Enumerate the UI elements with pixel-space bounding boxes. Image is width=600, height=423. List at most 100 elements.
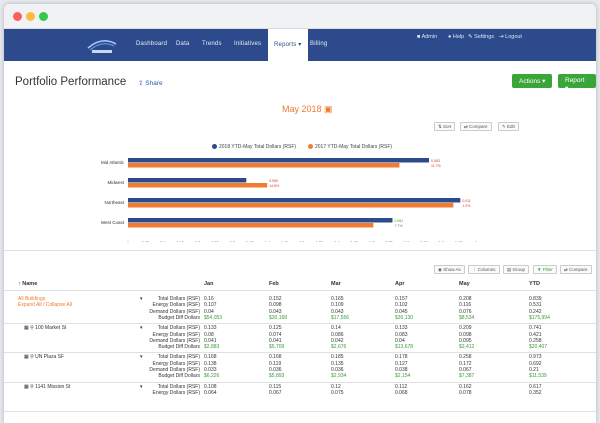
eye-icon: ◉ (438, 267, 444, 272)
table-columns-button[interactable]: ⋮ Columns (468, 265, 500, 274)
data-label: 14.8% (269, 184, 279, 188)
tick-label: 1 (475, 240, 478, 242)
report-button[interactable]: Report ▾ (558, 74, 596, 92)
bar-2017 (128, 223, 374, 228)
table-group-button[interactable]: ▤ Group (503, 265, 530, 274)
calendar-icon: ▣ (324, 104, 333, 114)
row-name-label: UN Plaza SF (35, 354, 65, 361)
actions-button[interactable]: Actions ▾ (512, 74, 553, 88)
nav-data[interactable]: Data (176, 41, 190, 47)
table-cell: 0.165 (331, 296, 344, 302)
category-label: Midwest (107, 180, 124, 185)
page-title: Portfolio Performance (15, 76, 127, 88)
building-icon: ▦ ⚲ (24, 383, 36, 390)
nav-initiatives[interactable]: Initiatives (234, 41, 262, 47)
bar-2018 (128, 198, 461, 203)
actions-label: Actions (519, 78, 541, 85)
table-filter-button[interactable]: ▼ Filter (533, 265, 557, 274)
logout-link[interactable]: ⇥ Logout (499, 34, 522, 40)
legend-2017[interactable]: 2017 YTD-May Total Dollars (RSF) (308, 144, 392, 150)
table-cell: 0.185 (331, 354, 344, 361)
edit-label: Edit (507, 124, 515, 129)
admin-label: Admin (421, 34, 438, 40)
table-cell: 0.617 (529, 383, 542, 390)
table-cell: 0.172 (459, 360, 472, 367)
row-name-label: 100 Market St (35, 325, 67, 332)
column-header-apr[interactable]: Apr (395, 281, 405, 287)
column-header-may[interactable]: May (459, 281, 470, 287)
table-cell: $30,168 (269, 314, 288, 321)
table-cell: 0.133 (395, 325, 408, 332)
table-cell: 0.033 (204, 367, 217, 373)
filter-icon: ▼ (537, 267, 543, 272)
table-cell: $7,387 (459, 373, 475, 380)
expand-chevron-icon[interactable]: ▾ (140, 325, 143, 332)
admin-link[interactable]: ■ Admin (417, 34, 437, 40)
column-header-jan[interactable]: Jan (204, 281, 214, 287)
metric-label: Total Dollars (RSF) (157, 296, 200, 302)
table-cell: 0.741 (529, 325, 542, 332)
close-dot[interactable] (13, 12, 22, 21)
table-cell: 0.083 (395, 331, 408, 338)
table-cell: 0.076 (459, 308, 472, 315)
nav-reports[interactable]: Reports ▾ (268, 29, 308, 61)
table-cell: 0.692 (529, 360, 542, 367)
table-cell: $8,534 (459, 314, 475, 321)
table-cell: 0.168 (204, 354, 217, 361)
maximize-dot[interactable] (39, 12, 48, 21)
table-cell: $2,154 (395, 373, 411, 380)
table-cell: $20,407 (529, 344, 548, 351)
report-label: Report (565, 77, 585, 84)
expand-chevron-icon[interactable]: ▾ (140, 383, 143, 390)
top-navbar: Dashboard Data Trends Initiatives Report… (4, 29, 596, 61)
sort-button[interactable]: ⇅ Sort (434, 122, 456, 131)
nav-dashboard[interactable]: Dashboard (136, 41, 168, 47)
nav-billing[interactable]: Billing (310, 41, 328, 47)
table-cell: $2,883 (204, 344, 220, 351)
tick-label: 0.85 (420, 240, 429, 242)
row-name-label: 1141 Mission St (35, 383, 71, 390)
column-header-mar[interactable]: Mar (331, 281, 341, 287)
bar-2018 (128, 218, 393, 223)
table-cell: 0.036 (331, 367, 344, 373)
bar-2018 (128, 158, 430, 163)
row-name[interactable]: ▦ ⚲ UN Plaza SF (24, 354, 64, 360)
row-name[interactable]: All Buildings (18, 296, 46, 302)
nav-trends[interactable]: Trends (202, 41, 222, 47)
table-compare-button[interactable]: ⇄ Compare (560, 265, 592, 274)
table-show-as-button[interactable]: ◉ Show As (434, 265, 465, 274)
table-cell: 0.08 (204, 331, 214, 338)
table-control-label: Filter (542, 267, 553, 272)
minimize-dot[interactable] (26, 12, 35, 21)
settings-link[interactable]: ✎ Settings (468, 34, 494, 40)
columns-icon: ⋮ (472, 267, 478, 272)
browser-window: Dashboard Data Trends Initiatives Report… (4, 4, 596, 423)
report-date[interactable]: May 2018 ▣ (282, 104, 333, 115)
legend-2018[interactable]: 2018 YTD-May Total Dollars (RSF) (212, 144, 296, 150)
column-header-ytd[interactable]: YTD (529, 281, 540, 287)
share-link[interactable]: ⇪ Share (138, 79, 163, 87)
row-name[interactable]: ▦ ⚲ 1141 Mission St (24, 384, 70, 390)
row-name[interactable]: ▦ ⚲ 100 Market St (24, 325, 66, 331)
lock-icon: ■ (417, 34, 421, 40)
expand-chevron-icon[interactable]: ▾ (140, 296, 143, 302)
table-cell: $5,709 (269, 344, 285, 351)
compare-chart-button[interactable]: ⇄ Compare (460, 122, 492, 131)
expand-chevron-icon[interactable]: ▾ (140, 354, 143, 361)
mach-logo[interactable] (82, 34, 122, 56)
table-cell: $175,994 (529, 314, 550, 321)
expand-collapse-link[interactable]: Expand All / Collapse All (18, 302, 72, 309)
window-chrome (4, 4, 596, 29)
column-header-name[interactable]: ↑ Name (18, 281, 38, 287)
table-cell: 0.839 (529, 296, 542, 302)
tick-label: 0.75 (385, 240, 394, 242)
metric-label: Demand Dollars (RSF) (149, 367, 200, 373)
legend-swatch-navy (212, 144, 217, 150)
column-header-feb[interactable]: Feb (269, 281, 279, 287)
row-divider (4, 381, 596, 383)
table-cell: 0.242 (529, 308, 542, 315)
help-link[interactable]: ● Help (448, 34, 464, 40)
row-divider (4, 352, 596, 354)
edit-button[interactable]: ✎ Edit (498, 122, 519, 131)
table-cell: 0.078 (459, 389, 472, 396)
